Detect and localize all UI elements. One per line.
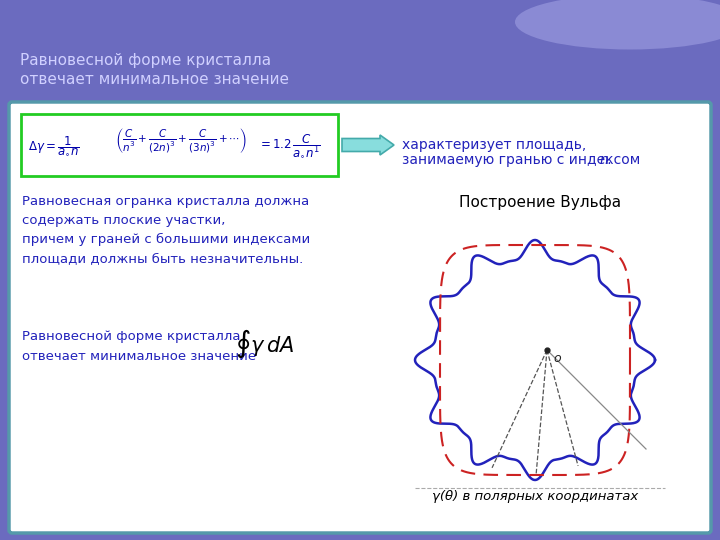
Text: Равновесной форме кристалла: Равновесной форме кристалла [20,52,271,68]
Text: n.: n. [600,153,613,167]
FancyBboxPatch shape [9,102,711,533]
Ellipse shape [515,0,720,50]
FancyBboxPatch shape [21,114,338,176]
Text: $\oint \gamma\,dA$: $\oint \gamma\,dA$ [235,328,294,360]
Text: площади должны быть незначительны.: площади должны быть незначительны. [22,252,303,265]
Text: характеризует площадь,: характеризует площадь, [402,138,586,152]
Text: γ(θ) в полярных координатах: γ(θ) в полярных координатах [432,490,638,503]
Text: Равновесной форме кристалла: Равновесной форме кристалла [22,330,240,343]
Text: $\Delta\gamma = \dfrac{1}{a_{\circ}n}$: $\Delta\gamma = \dfrac{1}{a_{\circ}n}$ [28,134,80,158]
Text: отвечает минимальное значение: отвечает минимальное значение [20,72,289,87]
Bar [0,0,720,100]
Text: содержать плоские участки,: содержать плоские участки, [22,214,225,227]
Text: занимаемую гранью с индексом: занимаемую гранью с индексом [402,153,644,167]
Text: $\left(\dfrac{C}{n^3} + \dfrac{C}{(2n)^3} + \dfrac{C}{(3n)^3} + \cdots\right)$: $\left(\dfrac{C}{n^3} + \dfrac{C}{(2n)^3… [115,126,247,156]
Text: причем у граней с большими индексами: причем у граней с большими индексами [22,233,310,246]
Text: отвечает минимальное значение: отвечает минимальное значение [22,350,256,363]
Text: o: o [553,352,561,365]
FancyArrow shape [342,135,394,155]
Text: Построение Вульфа: Построение Вульфа [459,195,621,210]
Text: $= 1.2\,\dfrac{C}{a_{\circ}n^1}$: $= 1.2\,\dfrac{C}{a_{\circ}n^1}$ [258,132,320,160]
Text: Равновесная огранка кристалла должна: Равновесная огранка кристалла должна [22,195,310,208]
